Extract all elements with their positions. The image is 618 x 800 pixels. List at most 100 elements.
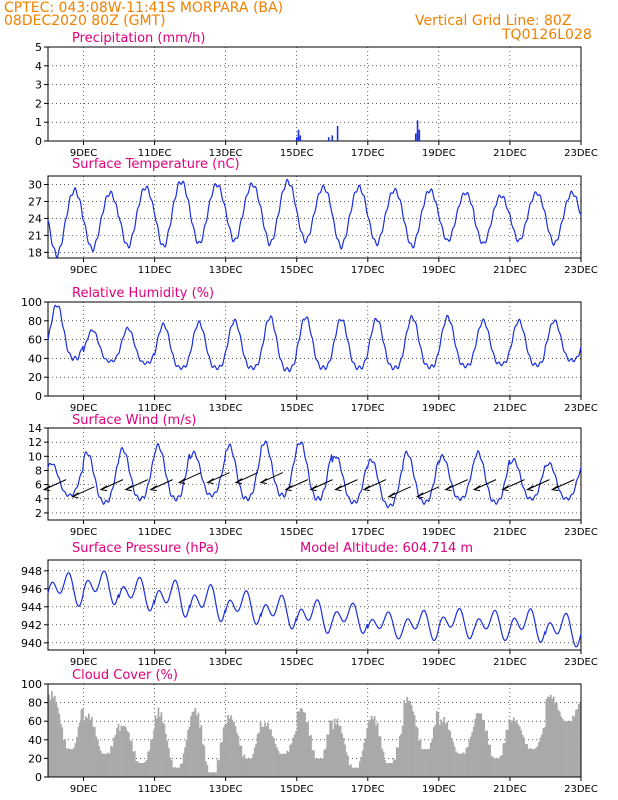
cloud-bar bbox=[357, 767, 360, 777]
cloud-bar bbox=[237, 735, 240, 777]
cloud-bar bbox=[104, 753, 107, 777]
cloud-bar bbox=[466, 746, 469, 777]
cloud-bar bbox=[366, 728, 369, 777]
cloud-bar bbox=[267, 722, 269, 777]
cloud-bar bbox=[429, 742, 432, 777]
cloud-bar bbox=[404, 703, 407, 777]
cloud-bar bbox=[305, 721, 308, 777]
cloud-bar bbox=[283, 753, 286, 777]
cloud-bar bbox=[536, 746, 539, 777]
cloud-bar bbox=[459, 753, 462, 777]
cloud-bar bbox=[276, 747, 278, 777]
cloud-bar bbox=[394, 760, 397, 777]
cloud-bar bbox=[243, 754, 246, 777]
cloud-bar bbox=[278, 753, 281, 777]
cloud-bar bbox=[443, 717, 446, 777]
wind-arrow bbox=[260, 472, 284, 483]
cloud-bar bbox=[332, 728, 335, 777]
cloud-bar bbox=[410, 705, 413, 777]
cloud-bar bbox=[440, 719, 443, 777]
cloud-bar bbox=[136, 761, 139, 777]
y-tick-label: 3 bbox=[35, 79, 42, 92]
x-tick-label: 13DEC bbox=[209, 657, 243, 668]
cloud-bar bbox=[437, 712, 440, 777]
pressure-panel: 940 942 944 946 948 9DEC 11DEC 13DEC 15DEC 17DEC 1… bbox=[21, 541, 598, 668]
cloud-bar bbox=[317, 758, 320, 777]
cloud-bar bbox=[273, 738, 275, 777]
y-tick-label: 60 bbox=[28, 334, 42, 347]
cloud-bar bbox=[233, 721, 235, 777]
cloud-bar bbox=[484, 731, 487, 777]
wind-arrowhead bbox=[124, 485, 133, 492]
cloud-bar bbox=[64, 739, 67, 777]
cloud-bar bbox=[197, 712, 200, 777]
cloud-bar bbox=[431, 738, 434, 777]
cloud-bar bbox=[384, 759, 386, 777]
cloud-bar bbox=[354, 767, 357, 777]
cloud-bar bbox=[469, 736, 472, 777]
cloud-bar bbox=[92, 726, 95, 777]
cloud-bar bbox=[363, 742, 366, 777]
cloud-bar bbox=[110, 746, 112, 777]
y-tick-label: 2 bbox=[35, 507, 42, 520]
cloud-bar bbox=[236, 732, 238, 777]
cloud-bar bbox=[551, 698, 554, 777]
y-tick-label: 2 bbox=[35, 97, 42, 110]
cloud-bar bbox=[487, 744, 490, 777]
x-tick-label: 21DEC bbox=[493, 784, 527, 795]
x-tick-label: 11DEC bbox=[138, 265, 172, 276]
cloud-bar bbox=[52, 697, 55, 777]
cloud-bar bbox=[486, 730, 489, 777]
cloud-bar bbox=[256, 733, 259, 777]
x-tick-label: 23DEC bbox=[564, 403, 598, 414]
cloud-bar bbox=[339, 725, 342, 777]
cloud-bar bbox=[191, 712, 194, 777]
cloud-bar bbox=[224, 724, 226, 777]
cloud-bar bbox=[336, 718, 339, 777]
cloud-bar bbox=[323, 750, 326, 777]
cloud-bar bbox=[274, 743, 277, 777]
cloud-bar bbox=[492, 757, 494, 777]
y-tick-label: 18 bbox=[28, 246, 42, 259]
cloud-bar bbox=[538, 742, 540, 777]
y-tick-label: 946 bbox=[21, 583, 42, 596]
precip-bar bbox=[416, 120, 419, 141]
cloud-bar bbox=[424, 749, 426, 777]
panel-title: Surface Temperature (nC) bbox=[72, 157, 240, 172]
wind-arrowhead bbox=[387, 492, 396, 499]
x-tick-label: 21DEC bbox=[493, 403, 527, 414]
wind-arrowhead bbox=[149, 485, 157, 492]
plot-frame bbox=[47, 559, 582, 651]
cloud-bar bbox=[526, 744, 528, 777]
cloud-bar bbox=[490, 756, 493, 777]
cloud-bar bbox=[427, 749, 429, 777]
cloud-bar bbox=[549, 694, 552, 777]
cloud-bar bbox=[55, 702, 58, 777]
cloud-bar bbox=[502, 743, 505, 777]
cloud-bar bbox=[287, 751, 290, 777]
y-tick-label: 60 bbox=[28, 715, 42, 728]
cloud-bar bbox=[545, 699, 548, 777]
cloud-bar bbox=[164, 733, 167, 777]
cloud-bar bbox=[449, 730, 452, 777]
y-tick-label: 5 bbox=[35, 41, 42, 54]
cloud-bar bbox=[244, 758, 247, 777]
cloud-bar bbox=[338, 726, 340, 777]
cloud-bar bbox=[252, 754, 255, 777]
cloud-bar bbox=[117, 724, 120, 777]
x-tick-label: 9DEC bbox=[70, 527, 97, 538]
cloud-bar bbox=[508, 719, 511, 777]
x-tick-label: 19DEC bbox=[422, 148, 456, 159]
cloud-bar bbox=[101, 753, 104, 777]
cloud-bar bbox=[351, 767, 354, 777]
cloud-bar bbox=[572, 715, 574, 777]
cloud-bar bbox=[71, 749, 74, 777]
wind-arrowhead bbox=[42, 485, 51, 492]
cloud-bar bbox=[280, 753, 283, 777]
cloud-bar bbox=[258, 732, 261, 777]
cloud-bar bbox=[292, 737, 295, 777]
cloud-bar bbox=[295, 730, 298, 777]
cloud-bar bbox=[96, 739, 99, 777]
cloud-bar bbox=[49, 699, 52, 777]
cloud-bar bbox=[261, 726, 263, 777]
